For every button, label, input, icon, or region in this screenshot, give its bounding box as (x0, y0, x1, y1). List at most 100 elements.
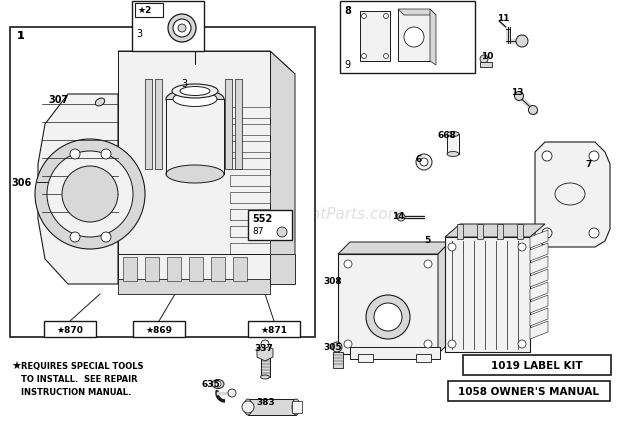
Polygon shape (535, 143, 610, 247)
Bar (225, 80, 232, 169)
Polygon shape (38, 95, 118, 284)
Circle shape (178, 25, 186, 33)
Circle shape (277, 227, 287, 237)
Bar (340, 2, 475, 74)
Bar (44, 321, 96, 337)
Text: 305: 305 (323, 342, 342, 351)
Circle shape (589, 228, 599, 239)
Circle shape (173, 20, 191, 38)
Circle shape (518, 243, 526, 252)
Polygon shape (445, 224, 545, 237)
Polygon shape (270, 52, 295, 284)
Bar (123, 258, 137, 281)
Bar (233, 258, 247, 281)
Ellipse shape (555, 184, 585, 206)
Ellipse shape (447, 132, 459, 137)
Ellipse shape (166, 90, 224, 110)
Circle shape (70, 150, 80, 160)
Circle shape (384, 54, 389, 59)
Polygon shape (530, 295, 548, 313)
Text: 14: 14 (392, 212, 405, 221)
Bar (517, 224, 523, 240)
Circle shape (528, 106, 538, 115)
Circle shape (384, 15, 389, 19)
Bar (235, 80, 242, 169)
Bar (248, 399, 296, 415)
Text: 1: 1 (17, 31, 25, 41)
Ellipse shape (260, 375, 270, 379)
Ellipse shape (166, 166, 224, 184)
Bar (338, 255, 438, 354)
Bar (133, 321, 185, 337)
Bar (447, 135, 459, 155)
Bar (457, 224, 463, 240)
Ellipse shape (292, 399, 300, 415)
Bar (230, 193, 270, 203)
Polygon shape (257, 345, 273, 361)
Bar (333, 352, 343, 368)
Circle shape (332, 342, 342, 352)
Polygon shape (430, 10, 436, 66)
Text: ★869: ★869 (146, 325, 172, 334)
Text: 6: 6 (416, 155, 422, 164)
Ellipse shape (212, 380, 224, 389)
Bar (211, 258, 225, 281)
Circle shape (101, 150, 111, 160)
Circle shape (344, 261, 352, 268)
Polygon shape (118, 52, 295, 75)
Text: 5: 5 (424, 236, 430, 244)
Text: 3: 3 (136, 29, 142, 39)
Polygon shape (530, 283, 548, 300)
Bar (10, 28, 315, 337)
Circle shape (542, 228, 552, 239)
Ellipse shape (173, 92, 217, 107)
Text: 3: 3 (181, 79, 187, 89)
Bar (230, 141, 270, 153)
Text: 8: 8 (344, 6, 351, 16)
Bar (145, 80, 152, 169)
Circle shape (589, 152, 599, 162)
Text: 337: 337 (254, 343, 273, 352)
Circle shape (448, 340, 456, 348)
Circle shape (101, 233, 111, 243)
Text: 87: 87 (252, 227, 264, 236)
Ellipse shape (447, 152, 459, 157)
Bar (167, 258, 181, 281)
Text: eReplacementParts.com: eReplacementParts.com (216, 207, 404, 222)
Text: 13: 13 (511, 88, 523, 97)
Circle shape (424, 340, 432, 348)
Bar (416, 354, 431, 362)
Text: ★870: ★870 (56, 325, 84, 334)
Bar (230, 227, 270, 237)
Polygon shape (530, 256, 548, 274)
Circle shape (344, 340, 352, 348)
Bar (230, 175, 270, 187)
Text: 1058 OWNER'S MANUAL: 1058 OWNER'S MANUAL (459, 386, 600, 396)
Polygon shape (398, 10, 436, 16)
Bar (350, 347, 440, 359)
Bar (155, 80, 162, 169)
Circle shape (416, 155, 432, 171)
Text: ★2: ★2 (137, 6, 151, 15)
Polygon shape (530, 308, 548, 326)
Circle shape (542, 152, 552, 162)
Circle shape (480, 56, 488, 64)
Text: 383: 383 (256, 397, 275, 406)
Polygon shape (530, 230, 548, 249)
Circle shape (420, 159, 428, 166)
Circle shape (397, 214, 405, 221)
Bar (445, 237, 530, 352)
Circle shape (515, 92, 523, 101)
Bar (230, 125, 270, 136)
Text: 1: 1 (17, 31, 25, 41)
Text: 635: 635 (202, 379, 221, 388)
Bar (230, 243, 270, 255)
Polygon shape (118, 280, 270, 294)
Bar (497, 224, 503, 240)
Circle shape (228, 389, 236, 397)
Circle shape (70, 233, 80, 243)
Ellipse shape (180, 87, 210, 96)
Text: REQUIRES SPECIAL TOOLS
TO INSTALL.  SEE REPAIR
INSTRUCTION MANUAL.: REQUIRES SPECIAL TOOLS TO INSTALL. SEE R… (21, 361, 143, 396)
Polygon shape (530, 269, 548, 287)
Bar (448, 381, 610, 401)
